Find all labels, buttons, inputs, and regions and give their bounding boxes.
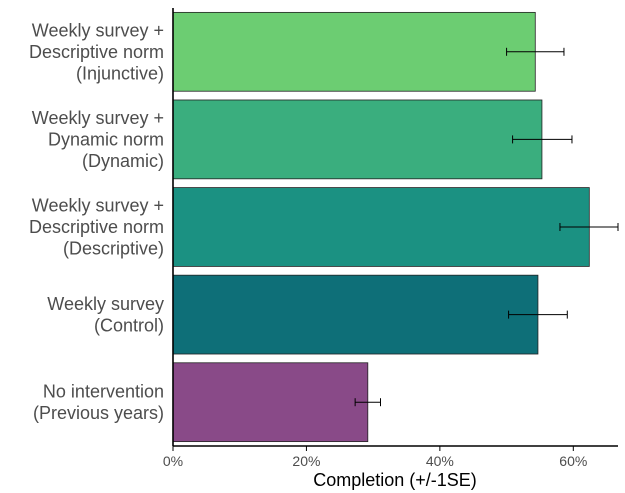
bar-2 — [172, 187, 590, 267]
bar-0 — [172, 11, 536, 92]
category-labels-group: Weekly survey + Descriptive norm (Injuncti… — [29, 20, 164, 423]
x-tick-label-2: 40% — [426, 453, 454, 469]
bar-4 — [172, 362, 369, 443]
x-tick-label-0: 0% — [163, 453, 183, 469]
bar-3 — [172, 274, 539, 355]
error-bars-group — [354, 47, 619, 407]
category-label-4: No intervention (Previous years) — [33, 381, 164, 423]
x-tick-label-1: 20% — [292, 453, 320, 469]
error-bar-2 — [559, 223, 619, 231]
x-ticks-group: 0% 20% 40% 60% — [163, 446, 587, 469]
category-label-1: Weekly survey + Dynamic norm (Dynamic) — [32, 108, 164, 171]
category-label-3: Weekly survey (Control) — [47, 294, 164, 336]
bars-group — [172, 11, 590, 443]
category-label-0: Weekly survey + Descriptive norm (Injuncti… — [29, 20, 164, 83]
error-bar-4 — [354, 398, 381, 407]
error-bar-0 — [506, 47, 565, 56]
error-bar-3 — [508, 310, 568, 319]
x-tick-label-3: 60% — [559, 453, 587, 469]
error-bar-1 — [512, 135, 573, 144]
category-label-2: Weekly survey + Descriptive norm (Descript… — [29, 196, 164, 259]
x-axis-title: Completion (+/-1SE) — [313, 470, 477, 490]
bar-1 — [172, 99, 543, 180]
